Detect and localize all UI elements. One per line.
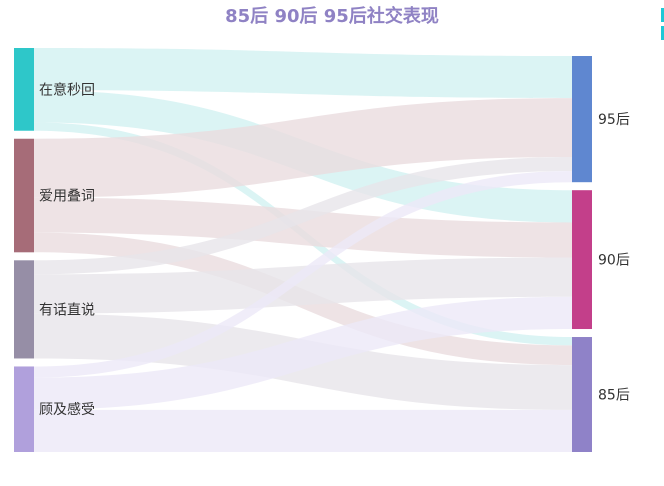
sankey-node-target: [572, 190, 592, 330]
sankey-node-target: [572, 56, 592, 183]
sankey-links: [34, 48, 572, 452]
sankey-link: [34, 296, 572, 410]
sankey-link: [34, 98, 572, 198]
sankey-link: [34, 409, 572, 452]
sankey-node-target: [572, 337, 592, 452]
sankey-node-label: 85后: [598, 388, 630, 404]
sankey-node-source: [14, 138, 34, 253]
sankey-node-label: 在意秒回: [39, 81, 95, 98]
sankey-link: [34, 48, 572, 99]
sankey-node-label: 有话直说: [39, 301, 95, 318]
edge-marker-top: [661, 8, 664, 22]
chart-title: 85后 90后 95后社交表现: [225, 5, 439, 27]
sankey-nodes: [14, 48, 592, 452]
sankey-link: [34, 170, 572, 378]
sankey-node-source: [14, 260, 34, 359]
sankey-node-source: [14, 366, 34, 452]
sankey-node-label: 95后: [598, 112, 630, 128]
sankey-link: [34, 257, 572, 314]
sankey-link: [34, 197, 572, 258]
sankey-node-label: 爱用叠词: [39, 189, 95, 205]
sankey-node-source: [14, 48, 34, 131]
sankey-node-label: 90后: [598, 253, 630, 269]
edge-marker-bottom: [661, 26, 664, 40]
sankey-link: [34, 156, 572, 275]
sankey-node-label: 顾及感受: [39, 401, 95, 418]
